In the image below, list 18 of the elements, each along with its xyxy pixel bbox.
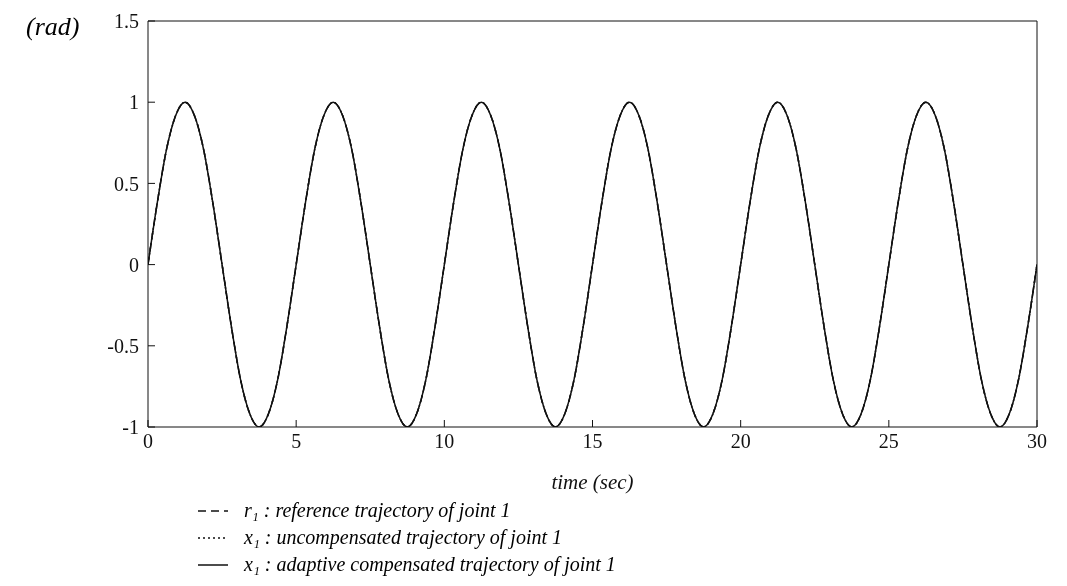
legend-label: r₁ : reference trajectory of joint 1: [244, 499, 511, 522]
y-axis-title: (rad): [26, 12, 80, 42]
x-tick-label: 20: [730, 430, 751, 453]
y-tick-label: 0.5: [114, 172, 139, 195]
x-tick-label: 15: [582, 430, 603, 453]
y-tick-label: -1: [122, 416, 139, 439]
x-tick-label: 25: [878, 430, 899, 453]
x-tick-label: 5: [291, 430, 302, 453]
x-tick-label: 10: [434, 430, 455, 453]
x-tick-label: 30: [1027, 430, 1047, 453]
y-tick-label: 1: [129, 91, 139, 114]
x-tick-label: 0: [143, 430, 153, 453]
legend-label: x₁ : adaptive compensated trajectory of joint 1: [244, 553, 616, 576]
y-tick-label: -0.5: [107, 334, 139, 357]
y-tick-label: 1.5: [114, 10, 139, 33]
x-axis-title: time (sec): [551, 470, 634, 494]
y-tick-label: 0: [129, 253, 139, 276]
legend-label: x₁ : uncompensated trajectory of joint 1: [244, 526, 562, 549]
